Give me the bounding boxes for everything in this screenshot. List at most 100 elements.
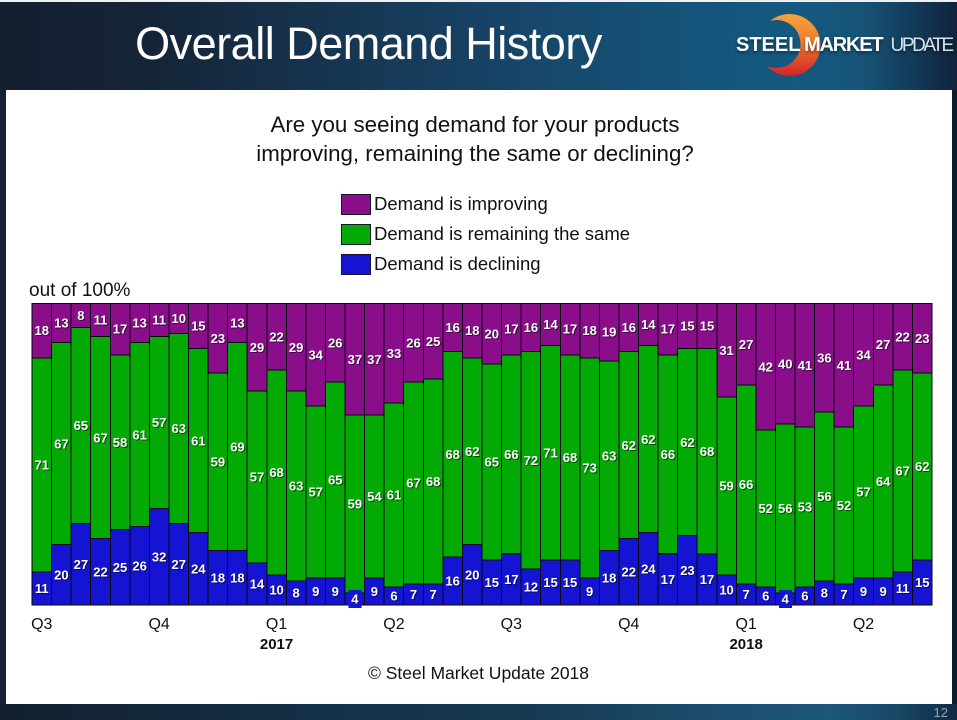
svg-text:Q2: Q2 bbox=[853, 616, 874, 633]
svg-text:Q1: Q1 bbox=[735, 616, 756, 633]
svg-text:18: 18 bbox=[465, 323, 479, 338]
svg-text:65: 65 bbox=[485, 454, 499, 469]
svg-text:Q3: Q3 bbox=[501, 616, 522, 633]
svg-text:14: 14 bbox=[543, 317, 558, 332]
svg-text:11: 11 bbox=[896, 581, 910, 596]
svg-text:63: 63 bbox=[172, 421, 186, 436]
svg-text:9: 9 bbox=[860, 584, 867, 599]
svg-text:17: 17 bbox=[661, 572, 675, 587]
svg-text:9: 9 bbox=[586, 584, 593, 599]
svg-text:7: 7 bbox=[743, 587, 750, 602]
svg-text:26: 26 bbox=[406, 335, 420, 350]
svg-text:22: 22 bbox=[93, 564, 107, 579]
svg-text:27: 27 bbox=[172, 557, 186, 572]
svg-text:7: 7 bbox=[410, 587, 417, 602]
svg-text:15: 15 bbox=[563, 575, 577, 590]
svg-text:61: 61 bbox=[387, 488, 401, 503]
svg-text:23: 23 bbox=[915, 331, 929, 346]
svg-text:8: 8 bbox=[821, 586, 828, 601]
svg-text:16: 16 bbox=[445, 573, 459, 588]
svg-text:9: 9 bbox=[332, 584, 339, 599]
svg-text:13: 13 bbox=[230, 316, 244, 331]
svg-text:63: 63 bbox=[289, 479, 303, 494]
svg-text:27: 27 bbox=[876, 337, 890, 352]
svg-text:68: 68 bbox=[700, 444, 714, 459]
svg-text:62: 62 bbox=[680, 435, 694, 450]
svg-text:15: 15 bbox=[680, 319, 694, 334]
svg-text:69: 69 bbox=[230, 439, 244, 454]
svg-text:72: 72 bbox=[524, 453, 538, 468]
svg-text:4: 4 bbox=[351, 592, 359, 607]
svg-text:18: 18 bbox=[211, 570, 225, 585]
svg-text:71: 71 bbox=[35, 457, 49, 472]
svg-text:7: 7 bbox=[429, 587, 436, 602]
svg-text:Q3: Q3 bbox=[31, 616, 52, 633]
svg-text:59: 59 bbox=[211, 454, 225, 469]
svg-text:53: 53 bbox=[798, 500, 812, 515]
svg-text:16: 16 bbox=[622, 320, 636, 335]
svg-text:20: 20 bbox=[465, 567, 479, 582]
svg-text:57: 57 bbox=[250, 469, 264, 484]
svg-text:42: 42 bbox=[758, 359, 772, 374]
svg-text:Q4: Q4 bbox=[618, 616, 639, 633]
svg-text:26: 26 bbox=[132, 558, 146, 573]
svg-text:17: 17 bbox=[504, 322, 518, 337]
svg-text:52: 52 bbox=[758, 501, 772, 516]
svg-text:63: 63 bbox=[602, 448, 616, 463]
svg-text:16: 16 bbox=[524, 320, 538, 335]
svg-text:18: 18 bbox=[35, 323, 49, 338]
svg-text:17: 17 bbox=[563, 322, 577, 337]
svg-text:22: 22 bbox=[269, 329, 283, 344]
svg-text:32: 32 bbox=[152, 549, 166, 564]
svg-text:66: 66 bbox=[661, 447, 675, 462]
svg-text:18: 18 bbox=[582, 323, 596, 338]
svg-text:52: 52 bbox=[837, 498, 851, 513]
svg-text:65: 65 bbox=[328, 472, 342, 487]
svg-text:7: 7 bbox=[840, 587, 847, 602]
svg-text:54: 54 bbox=[367, 489, 382, 504]
svg-text:40: 40 bbox=[778, 356, 792, 371]
svg-text:57: 57 bbox=[308, 485, 322, 500]
svg-text:56: 56 bbox=[817, 489, 831, 504]
svg-text:4: 4 bbox=[782, 592, 790, 607]
svg-text:14: 14 bbox=[641, 317, 656, 332]
svg-text:41: 41 bbox=[798, 358, 812, 373]
svg-text:2017: 2017 bbox=[260, 636, 293, 653]
svg-text:10: 10 bbox=[172, 311, 186, 326]
svg-text:11: 11 bbox=[35, 581, 49, 596]
svg-text:71: 71 bbox=[543, 445, 557, 460]
svg-text:61: 61 bbox=[132, 427, 146, 442]
svg-text:57: 57 bbox=[856, 485, 870, 500]
svg-text:26: 26 bbox=[328, 335, 342, 350]
svg-text:13: 13 bbox=[132, 316, 146, 331]
svg-text:2018: 2018 bbox=[729, 636, 762, 653]
svg-text:24: 24 bbox=[641, 561, 656, 576]
svg-text:22: 22 bbox=[895, 329, 909, 344]
svg-text:58: 58 bbox=[113, 435, 127, 450]
svg-text:64: 64 bbox=[876, 474, 891, 489]
svg-text:20: 20 bbox=[485, 326, 499, 341]
svg-text:11: 11 bbox=[94, 313, 108, 328]
svg-text:10: 10 bbox=[719, 583, 733, 598]
svg-text:65: 65 bbox=[74, 418, 88, 433]
svg-text:67: 67 bbox=[406, 475, 420, 490]
svg-text:15: 15 bbox=[915, 575, 929, 590]
svg-text:25: 25 bbox=[113, 560, 127, 575]
svg-text:59: 59 bbox=[719, 479, 733, 494]
svg-text:17: 17 bbox=[504, 572, 518, 587]
svg-text:34: 34 bbox=[308, 347, 323, 362]
svg-text:19: 19 bbox=[602, 325, 616, 340]
svg-text:68: 68 bbox=[445, 447, 459, 462]
svg-text:36: 36 bbox=[817, 350, 831, 365]
svg-text:8: 8 bbox=[293, 586, 300, 601]
svg-text:6: 6 bbox=[801, 589, 808, 604]
svg-text:18: 18 bbox=[602, 570, 616, 585]
svg-text:31: 31 bbox=[719, 343, 733, 358]
svg-text:66: 66 bbox=[504, 447, 518, 462]
svg-text:6: 6 bbox=[390, 589, 397, 604]
svg-text:11: 11 bbox=[152, 313, 166, 328]
svg-text:18: 18 bbox=[230, 570, 244, 585]
svg-text:15: 15 bbox=[485, 575, 499, 590]
svg-text:15: 15 bbox=[191, 319, 205, 334]
svg-text:37: 37 bbox=[348, 352, 362, 367]
